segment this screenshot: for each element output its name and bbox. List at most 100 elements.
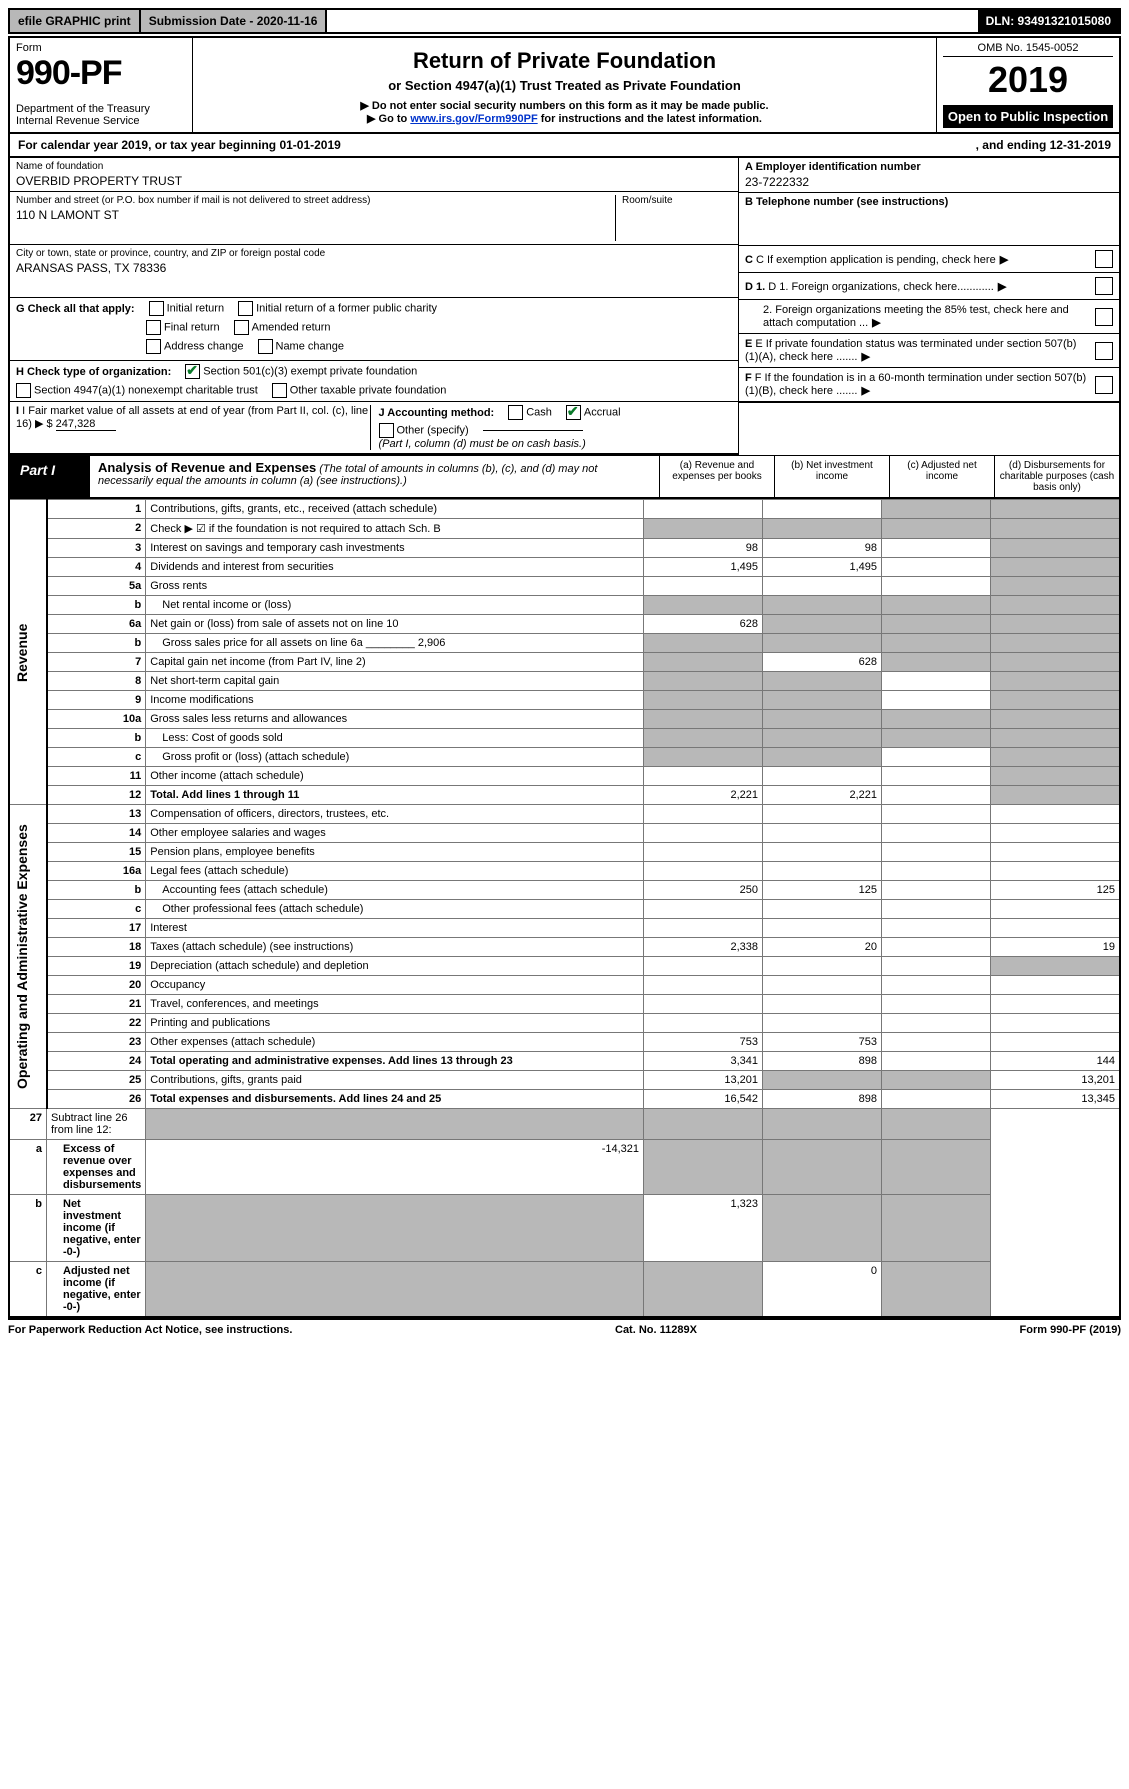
g-name-change[interactable]: Name change	[258, 339, 345, 354]
line-description: Interest	[146, 919, 644, 938]
table-row: 10aGross sales less returns and allowanc…	[9, 710, 1120, 729]
cell-value	[763, 843, 882, 862]
line-number: b	[47, 634, 146, 653]
line-description: Adjusted net income (if negative, enter …	[47, 1262, 146, 1318]
cell-value	[882, 843, 991, 862]
line-description: Gross rents	[146, 577, 644, 596]
cell-value: 125	[763, 881, 882, 900]
cell-value: 13,201	[644, 1071, 763, 1090]
cell-value: 628	[763, 653, 882, 672]
f-60month: F F If the foundation is in a 60-month t…	[739, 368, 1119, 403]
cell-value	[991, 805, 1121, 824]
cell-value: 13,201	[991, 1071, 1121, 1090]
e-checkbox[interactable]	[1095, 342, 1113, 360]
cell-value	[644, 767, 763, 786]
tax-year: 2019	[943, 59, 1113, 101]
line-description: Capital gain net income (from Part IV, l…	[146, 653, 644, 672]
cell-value	[763, 805, 882, 824]
c-checkbox[interactable]	[1095, 250, 1113, 268]
table-row: 8Net short-term capital gain	[9, 672, 1120, 691]
line-description: Other expenses (attach schedule)	[146, 1033, 644, 1052]
cell-grey	[882, 729, 991, 748]
line-number: 2	[47, 519, 146, 539]
line-description: Net rental income or (loss)	[146, 596, 644, 615]
cell-value: 898	[763, 1052, 882, 1071]
form-header: Form 990-PF Department of the Treasury I…	[8, 36, 1121, 134]
cell-grey	[763, 634, 882, 653]
line-number: 19	[47, 957, 146, 976]
h-4947a1[interactable]: Section 4947(a)(1) nonexempt charitable …	[16, 383, 258, 398]
cell-value: 20	[763, 938, 882, 957]
city-cell: City or town, state or province, country…	[10, 245, 738, 298]
table-row: 2Check ▶ ☑ if the foundation is not requ…	[9, 519, 1120, 539]
cell-value	[882, 748, 991, 767]
cell-grey	[644, 672, 763, 691]
cell-grey	[882, 1109, 991, 1140]
j-accrual[interactable]: Accrual	[566, 405, 621, 420]
line-number: 24	[47, 1052, 146, 1071]
cell-value	[763, 500, 882, 519]
cell-value: 753	[763, 1033, 882, 1052]
line-number: 26	[47, 1090, 146, 1109]
j-other[interactable]: Other (specify)	[379, 423, 469, 438]
table-row: bAccounting fees (attach schedule)250125…	[9, 881, 1120, 900]
table-row: Revenue1Contributions, gifts, grants, et…	[9, 500, 1120, 519]
open-inspection: Open to Public Inspection	[943, 105, 1113, 128]
cell-grey	[644, 748, 763, 767]
cell-value: 144	[991, 1052, 1121, 1071]
cell-value	[991, 1033, 1121, 1052]
h-other-taxable[interactable]: Other taxable private foundation	[272, 383, 447, 398]
table-row: 26Total expenses and disbursements. Add …	[9, 1090, 1120, 1109]
f-checkbox[interactable]	[1095, 376, 1113, 394]
irs-link[interactable]: www.irs.gov/Form990PF	[410, 113, 537, 125]
g-address-change[interactable]: Address change	[146, 339, 244, 354]
cell-value	[991, 995, 1121, 1014]
cell-grey	[991, 596, 1121, 615]
table-row: 9Income modifications	[9, 691, 1120, 710]
cell-grey	[882, 519, 991, 539]
cell-value	[882, 995, 991, 1014]
cell-grey	[991, 672, 1121, 691]
calendar-year-row: For calendar year 2019, or tax year begi…	[8, 134, 1121, 158]
department: Department of the Treasury Internal Reve…	[16, 103, 186, 127]
cell-value	[644, 843, 763, 862]
cell-grey	[763, 596, 882, 615]
cell-grey	[763, 1109, 882, 1140]
cell-value	[763, 900, 882, 919]
cell-grey	[882, 1071, 991, 1090]
cell-value: -14,321	[146, 1140, 644, 1195]
d2-checkbox[interactable]	[1095, 308, 1113, 326]
table-row: Operating and Administrative Expenses13C…	[9, 805, 1120, 824]
table-row: 22Printing and publications	[9, 1014, 1120, 1033]
line-description: Net gain or (loss) from sale of assets n…	[146, 615, 644, 634]
cell-value	[882, 862, 991, 881]
cell-grey	[882, 596, 991, 615]
cell-value	[644, 577, 763, 596]
table-row: 27Subtract line 26 from line 12:	[9, 1109, 1120, 1140]
calyear-right: , and ending 12-31-2019	[976, 138, 1111, 152]
g-initial-former[interactable]: Initial return of a former public charit…	[238, 301, 437, 316]
cell-grey	[644, 634, 763, 653]
line-description: Taxes (attach schedule) (see instruction…	[146, 938, 644, 957]
fmv-value: 247,328	[56, 418, 116, 431]
g-initial-return[interactable]: Initial return	[149, 301, 224, 316]
j-cash[interactable]: Cash	[508, 405, 552, 420]
g-final-return[interactable]: Final return	[146, 320, 220, 335]
cell-grey	[991, 710, 1121, 729]
table-row: 4Dividends and interest from securities1…	[9, 558, 1120, 577]
cell-value	[882, 691, 991, 710]
h-501c3[interactable]: Section 501(c)(3) exempt private foundat…	[185, 364, 417, 379]
d1-checkbox[interactable]	[1095, 277, 1113, 295]
line-number: 5a	[47, 577, 146, 596]
part1-table: Revenue1Contributions, gifts, grants, et…	[8, 499, 1121, 1318]
cell-value	[644, 862, 763, 881]
g-amended-return[interactable]: Amended return	[234, 320, 331, 335]
cell-grey	[991, 767, 1121, 786]
cell-value: 2,221	[763, 786, 882, 805]
table-row: 16aLegal fees (attach schedule)	[9, 862, 1120, 881]
footer-right: Form 990-PF (2019)	[1020, 1324, 1121, 1336]
cell-grey	[644, 653, 763, 672]
table-row: 14Other employee salaries and wages	[9, 824, 1120, 843]
line-number: 20	[47, 976, 146, 995]
cell-value	[991, 1014, 1121, 1033]
